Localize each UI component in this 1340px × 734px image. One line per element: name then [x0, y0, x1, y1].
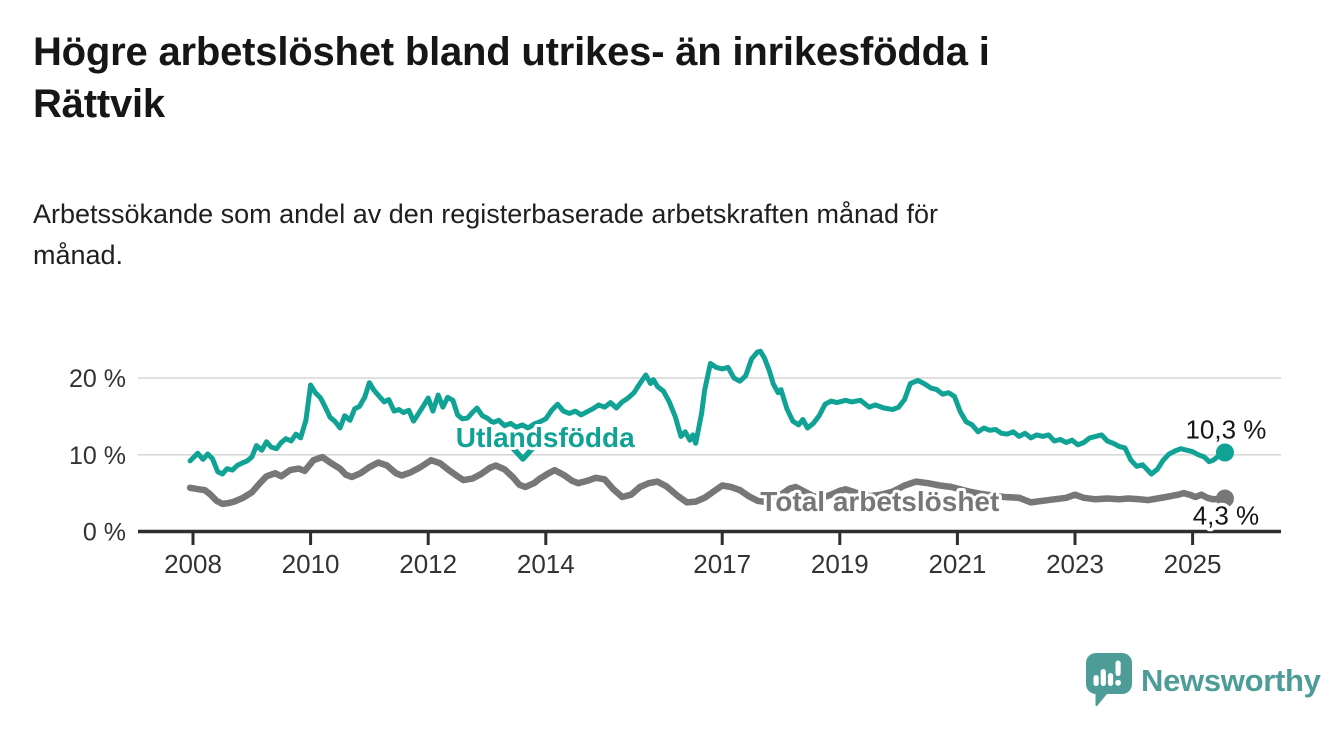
- x-tick-label: 2019: [811, 549, 869, 579]
- exclamation-dot-icon: [1115, 679, 1121, 686]
- x-tick-label: 2008: [164, 549, 222, 579]
- page-title: Högre arbetslöshet bland utrikes- än inr…: [33, 26, 990, 130]
- y-tick-label: 10 %: [69, 442, 126, 470]
- end-dot-utlandsfodda: [1215, 443, 1234, 462]
- series-line-utlandsfodda: [187, 348, 1228, 477]
- y-tick-label: 0 %: [83, 519, 126, 547]
- x-tick-label: 2012: [399, 549, 457, 579]
- end-dot-total-arbetsloshet: [1215, 489, 1234, 508]
- page-title-line2: Rättvik: [33, 82, 165, 126]
- end-value-label-utlandsfodda: 10,3 %: [1185, 414, 1266, 444]
- bar-icon-2: [1100, 669, 1106, 686]
- x-tick-label: 2014: [517, 549, 575, 579]
- x-tick-label: 2023: [1046, 549, 1104, 579]
- bar-icon-1: [1093, 675, 1099, 686]
- brand-name: Newsworthy: [1141, 663, 1321, 698]
- exclamation-stem-icon: [1115, 660, 1121, 676]
- bar-icon-3: [1107, 673, 1114, 686]
- page-title-line1: Högre arbetslöshet bland utrikes- än inr…: [33, 30, 990, 74]
- page-subtitle-line1: Arbetssökande som andel av den registerb…: [33, 199, 939, 229]
- series-label-total-arbetsloshet: Total arbetslöshet: [760, 486, 999, 517]
- end-value-label-total-arbetsloshet: 4,3 %: [1193, 501, 1260, 531]
- page-subtitle-line2: månad.: [33, 240, 124, 270]
- newsworthy-logo-icon: [1086, 653, 1132, 707]
- y-tick-label: 20 %: [69, 365, 126, 393]
- series-line-total-arbetsloshet: [186, 453, 1229, 508]
- series-label-caret-utlandsfodda: [510, 445, 536, 462]
- series-label-utlandsfodda: Utlandsfödda: [456, 422, 635, 453]
- page-subtitle: Arbetssökande som andel av den registerb…: [33, 194, 938, 276]
- x-tick-label: 2021: [928, 549, 986, 579]
- x-tick-label: 2017: [693, 549, 751, 579]
- brand-footer: Newsworthy: [1086, 653, 1321, 709]
- x-tick-label: 2010: [282, 549, 340, 579]
- x-tick-label: 2025: [1164, 549, 1222, 579]
